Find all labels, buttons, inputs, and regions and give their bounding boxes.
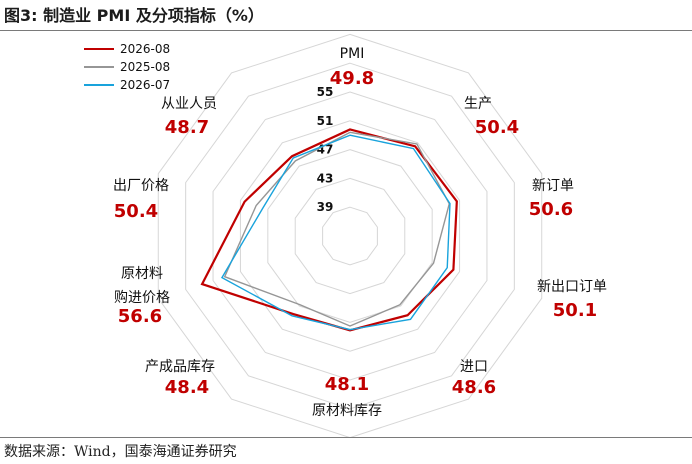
axis-value-6: 48.4 xyxy=(165,377,209,398)
axis-value-0: 49.8 xyxy=(330,68,374,89)
axis-label-5: 原材料库存 xyxy=(312,403,382,419)
series-line-2026-08 xyxy=(200,128,458,332)
legend-label-2025-08: 2025-08 xyxy=(120,60,171,74)
legend-label-2026-07: 2026-07 xyxy=(120,78,171,92)
tick-label: 47 xyxy=(317,143,334,157)
axis-label-0: PMI xyxy=(340,46,365,62)
axis-label-2: 新订单 xyxy=(532,178,574,194)
axis-label-8: 出厂价格 xyxy=(113,178,169,194)
source-divider xyxy=(0,437,692,438)
legend-swatch-2025-08 xyxy=(84,66,114,68)
axis-label-7: 原材料 xyxy=(121,266,163,282)
axis-label-3: 新出口订单 xyxy=(537,279,607,295)
grid-ring-3 xyxy=(239,120,461,352)
axis-label-1: 生产 xyxy=(464,96,492,112)
legend-label-2026-08: 2026-08 xyxy=(120,42,171,56)
tick-label: 55 xyxy=(317,85,334,99)
tick-label: 39 xyxy=(317,200,334,214)
source-note: 数据来源：Wind，国泰海通证券研究 xyxy=(4,444,237,460)
axis-value-9: 48.7 xyxy=(165,117,209,138)
grid-ring-0 xyxy=(322,206,378,266)
axis-value-5: 48.1 xyxy=(325,374,369,395)
chart-legend: 2026-08 2025-08 2026-07 xyxy=(84,40,170,94)
axis-label-7: 购进价格 xyxy=(114,290,170,306)
axis-value-8: 50.4 xyxy=(114,201,158,222)
axis-value-4: 48.6 xyxy=(452,377,496,398)
axis-value-1: 50.4 xyxy=(475,117,519,138)
grid-ring-4 xyxy=(212,91,488,381)
series-line-2025-08 xyxy=(223,131,451,327)
title-divider xyxy=(0,30,692,31)
axis-value-7: 56.6 xyxy=(118,306,162,327)
axis-label-4: 进口 xyxy=(460,359,488,375)
axis-label-6: 产成品库存 xyxy=(145,359,215,375)
axis-label-9: 从业人员 xyxy=(161,96,217,112)
legend-swatch-2026-08 xyxy=(84,48,114,50)
legend-item-2026-08: 2026-08 xyxy=(84,40,170,58)
legend-swatch-2026-07 xyxy=(84,84,114,86)
grid-ring-1 xyxy=(294,177,406,295)
legend-item-2026-07: 2026-07 xyxy=(84,76,170,94)
axis-value-3: 50.1 xyxy=(553,300,597,321)
grid-ring-2 xyxy=(267,149,433,323)
axis-value-2: 50.6 xyxy=(529,199,573,220)
tick-label: 51 xyxy=(317,114,334,128)
tick-label: 43 xyxy=(317,171,334,185)
grid-ring-5 xyxy=(185,62,515,410)
series-line-2026-07 xyxy=(220,134,451,331)
chart-title: 图3: 制造业 PMI 及分项指标（%） xyxy=(4,6,264,25)
legend-item-2025-08: 2025-08 xyxy=(84,58,170,76)
